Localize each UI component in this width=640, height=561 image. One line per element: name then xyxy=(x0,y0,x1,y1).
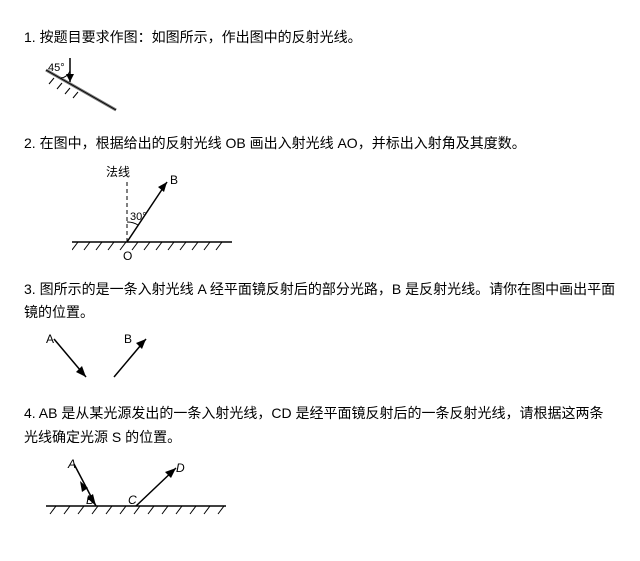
figure-4-label-c: C xyxy=(128,493,137,507)
figure-3: A B xyxy=(36,333,616,388)
question-1-text: 1. 按题目要求作图：如图所示，作出图中的反射光线。 xyxy=(24,26,616,50)
figure-2-normal-label: 法线 xyxy=(106,165,130,179)
figure-4-label-a: A xyxy=(67,458,76,471)
question-4-text: 4. AB 是从某光源发出的一条入射光线，CD 是经平面镜反射后的一条反射光线，… xyxy=(24,402,616,450)
question-2-text: 2. 在图中，根据给出的反射光线 OB 画出入射光线 AO，并标出入射角及其度数… xyxy=(24,132,616,156)
figure-2: 法线 B 30° O xyxy=(72,164,616,264)
figure-2-origin-label: O xyxy=(123,249,132,263)
figure-4-label-d: D xyxy=(176,461,185,475)
figure-4-label-b: B xyxy=(86,493,94,507)
figure-1-angle-label: 45° xyxy=(48,62,65,74)
figure-4: A B C D xyxy=(36,458,616,523)
figure-3-label-a: A xyxy=(46,333,54,346)
figure-3-label-b: B xyxy=(124,333,132,346)
figure-1: 45° xyxy=(36,58,616,118)
question-3-text: 3. 图所示的是一条入射光线 A 经平面镜反射后的部分光路，B 是反射光线。请你… xyxy=(24,278,616,326)
figure-2-angle-label: 30° xyxy=(130,211,147,223)
figure-2-ray-label: B xyxy=(170,173,178,187)
